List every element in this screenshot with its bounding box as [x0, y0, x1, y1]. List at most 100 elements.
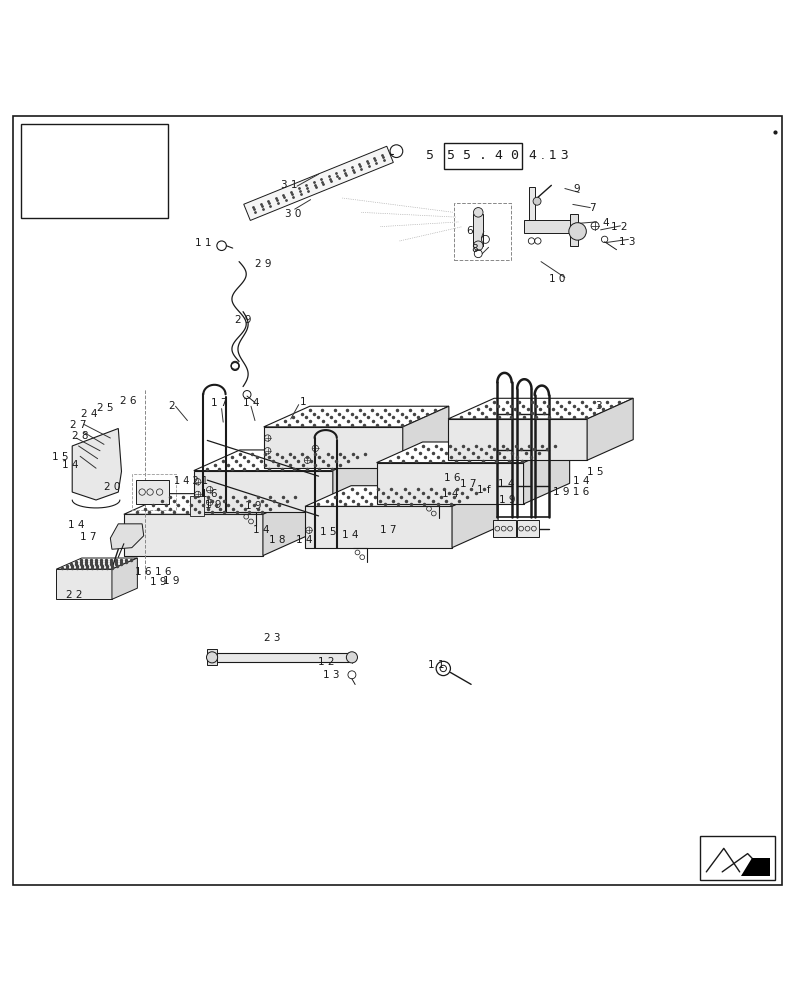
- Polygon shape: [263, 406, 449, 427]
- Bar: [21, 124, 168, 218]
- Text: 1 5: 1 5: [320, 527, 337, 537]
- Polygon shape: [72, 428, 122, 500]
- Circle shape: [533, 197, 541, 205]
- Polygon shape: [193, 471, 333, 512]
- Text: 5 5 . 4 0: 5 5 . 4 0: [447, 149, 519, 162]
- Bar: [494, 520, 516, 537]
- Polygon shape: [193, 450, 379, 471]
- Polygon shape: [333, 450, 379, 512]
- Text: 2: 2: [168, 401, 175, 411]
- Polygon shape: [244, 146, 393, 220]
- Bar: [132, 474, 175, 510]
- Text: 8: 8: [471, 244, 478, 254]
- Polygon shape: [57, 569, 112, 599]
- Text: 1 5: 1 5: [587, 467, 603, 477]
- Text: 1 4: 1 4: [68, 520, 84, 530]
- Text: 1 6: 1 6: [135, 567, 152, 577]
- Text: 1 4: 1 4: [572, 476, 589, 486]
- Polygon shape: [57, 558, 138, 569]
- Bar: [207, 649, 217, 665]
- Text: 1 f: 1 f: [477, 485, 490, 495]
- Text: 1 9 1 6: 1 9 1 6: [553, 487, 589, 497]
- Text: 2 6: 2 6: [119, 396, 136, 406]
- Bar: [474, 214, 483, 246]
- Text: 1 4: 1 4: [296, 535, 313, 545]
- Polygon shape: [112, 558, 138, 599]
- Polygon shape: [111, 524, 144, 549]
- Polygon shape: [124, 514, 263, 556]
- Text: 1 7: 1 7: [380, 525, 396, 535]
- Text: 3 1: 3 1: [281, 180, 298, 190]
- Text: 1 9: 1 9: [150, 577, 166, 587]
- Polygon shape: [587, 398, 633, 460]
- Text: 1 4: 1 4: [243, 398, 259, 408]
- Text: 1 5: 1 5: [52, 452, 68, 462]
- Bar: [189, 496, 204, 516]
- Polygon shape: [124, 494, 309, 514]
- Text: 2 7: 2 7: [70, 420, 87, 430]
- Polygon shape: [377, 442, 570, 463]
- Text: 1 9: 1 9: [499, 495, 516, 505]
- Polygon shape: [263, 494, 309, 556]
- Circle shape: [474, 208, 483, 217]
- Text: 1 6: 1 6: [444, 473, 460, 483]
- Bar: [524, 220, 576, 233]
- Bar: [136, 480, 170, 504]
- Text: 2 8: 2 8: [72, 431, 88, 441]
- Text: 3 0: 3 0: [285, 209, 302, 219]
- Text: 1 4 2 1: 1 4 2 1: [174, 476, 209, 486]
- Bar: [570, 214, 578, 246]
- Text: 6: 6: [466, 226, 473, 236]
- Text: 1 8: 1 8: [269, 535, 286, 545]
- Text: 1 7: 1 7: [459, 479, 476, 489]
- Text: 9: 9: [573, 184, 580, 194]
- Text: 1 4: 1 4: [253, 525, 270, 535]
- Polygon shape: [448, 419, 587, 460]
- Text: 1 6: 1 6: [201, 489, 217, 499]
- Text: 2 4: 2 4: [81, 409, 98, 419]
- Polygon shape: [263, 427, 403, 468]
- Text: 7: 7: [589, 203, 596, 213]
- Text: 1 2: 1 2: [611, 222, 627, 232]
- Text: 1 4: 1 4: [342, 530, 358, 540]
- Text: 2 9: 2 9: [255, 259, 271, 269]
- Text: 1 4: 1 4: [443, 489, 458, 499]
- Bar: [700, 836, 775, 880]
- Polygon shape: [524, 442, 570, 504]
- Text: 1 7: 1 7: [211, 398, 228, 408]
- Bar: [517, 520, 540, 537]
- Text: 1 9: 1 9: [205, 500, 222, 510]
- Text: 1 2: 1 2: [318, 657, 335, 667]
- Text: 3: 3: [595, 401, 602, 411]
- Text: 2 3: 2 3: [264, 633, 281, 643]
- Text: 1 9: 1 9: [163, 576, 180, 586]
- Polygon shape: [741, 858, 770, 876]
- Bar: [444, 143, 522, 169]
- Text: 1 7: 1 7: [80, 532, 96, 542]
- Circle shape: [346, 652, 357, 663]
- Text: 4: 4: [603, 218, 610, 228]
- Polygon shape: [403, 406, 449, 468]
- Text: 5: 5: [426, 149, 434, 162]
- Polygon shape: [448, 398, 633, 419]
- Text: 1 0: 1 0: [548, 274, 565, 284]
- Bar: [454, 203, 511, 260]
- Text: 1 1: 1 1: [428, 660, 444, 670]
- Text: 4 . 1 3: 4 . 1 3: [529, 149, 568, 162]
- Bar: [529, 187, 536, 220]
- Text: 1: 1: [299, 397, 306, 407]
- Text: 1 3: 1 3: [618, 237, 635, 247]
- Text: 1 1: 1 1: [195, 238, 212, 248]
- Text: 1 6: 1 6: [155, 567, 172, 577]
- Polygon shape: [377, 463, 524, 504]
- Circle shape: [569, 223, 587, 240]
- Circle shape: [474, 241, 483, 250]
- Text: 2 5: 2 5: [97, 403, 114, 413]
- Text: 1 4: 1 4: [498, 479, 514, 489]
- Text: 2 0: 2 0: [103, 482, 120, 492]
- Polygon shape: [452, 486, 498, 548]
- Polygon shape: [305, 506, 452, 548]
- Text: 1 4: 1 4: [62, 460, 79, 470]
- Text: 1 9: 1 9: [245, 501, 262, 511]
- Circle shape: [206, 652, 217, 663]
